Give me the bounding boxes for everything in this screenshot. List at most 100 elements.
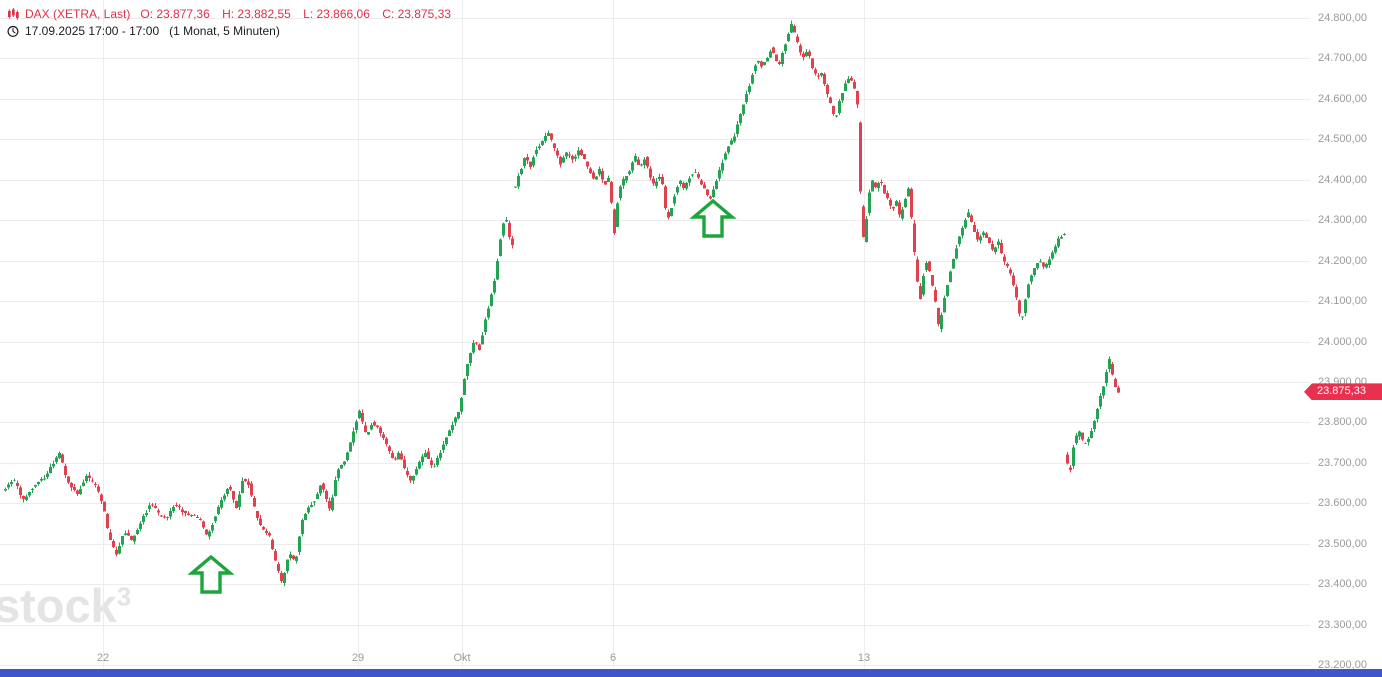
candle-body [292, 555, 295, 559]
candle-body [907, 188, 910, 197]
candle-wick [311, 502, 312, 508]
candle-body [589, 168, 592, 174]
time-scrollbar[interactable] [0, 669, 1382, 677]
candle-body [106, 514, 109, 528]
candle-body [568, 154, 571, 156]
candle-body [1003, 256, 1006, 262]
candle-body [439, 453, 442, 458]
candle-body [688, 178, 691, 183]
candle-wick [1040, 259, 1041, 262]
instrument-row: DAX (XETRA, Last) O: 23.877,36 H: 23.882… [7, 5, 460, 22]
candle-body [703, 184, 706, 189]
candle-body [643, 159, 646, 165]
candle-body [781, 53, 784, 64]
date-range: 17.09.2025 17:00 - 17:00 [25, 23, 160, 38]
y-axis-label: 24.200,00 [1318, 254, 1367, 267]
candle-body [49, 467, 52, 474]
y-axis-label: 23.300,00 [1318, 618, 1367, 631]
y-axis-label: 24.500,00 [1318, 133, 1367, 146]
candle-body [997, 241, 1000, 246]
candle-body [136, 530, 139, 534]
candle-body [799, 45, 802, 53]
ohlc-readout: O: 23.877,36 H: 23.882,55 L: 23.866,06 C… [140, 7, 460, 21]
candle-body [493, 280, 496, 293]
candle-body [1024, 299, 1027, 314]
candle-body [844, 83, 847, 91]
candle-body [730, 140, 733, 145]
candle-body [733, 136, 736, 142]
candle-body [286, 559, 289, 572]
candle-body [247, 481, 250, 485]
candle-body [451, 425, 454, 430]
candle-body [208, 531, 211, 537]
candle-body [139, 523, 142, 529]
candle-body [790, 24, 793, 33]
candle-body [328, 501, 331, 509]
candle-body [13, 479, 16, 481]
candle-body [694, 172, 697, 174]
candle-body [220, 500, 223, 508]
candle-body [232, 491, 235, 500]
candle-body [1078, 431, 1081, 437]
candle-body [235, 500, 238, 509]
up-arrow-annotation[interactable] [689, 198, 737, 238]
candle-body [100, 494, 103, 501]
candle-body [625, 175, 628, 181]
candle-body [610, 182, 613, 203]
candle-body [892, 207, 895, 209]
candle-body [259, 518, 262, 526]
candle-body [19, 487, 22, 496]
candle-body [616, 203, 619, 228]
candle-body [88, 475, 91, 479]
candle-body [76, 490, 79, 495]
candle-body [895, 201, 898, 207]
candle-body [103, 501, 106, 512]
candle-body [307, 507, 310, 513]
candle-body [346, 452, 349, 461]
candle-body [304, 514, 307, 520]
candle-body [322, 483, 325, 490]
candle-body [70, 483, 73, 488]
candle-body [922, 275, 925, 295]
candle-body [838, 101, 841, 114]
candle-body [340, 465, 343, 469]
instrument-name[interactable]: DAX (XETRA, Last) [25, 6, 131, 21]
candle-body [1012, 275, 1015, 286]
candle-body [967, 212, 970, 218]
candle-body [673, 196, 676, 204]
candle-body [685, 183, 688, 189]
candle-body [1000, 242, 1003, 253]
candle-body [634, 156, 637, 162]
price-axis[interactable]: 24.800,00 24.700,00 24.600,00 24.500,00 24.4… [1310, 0, 1382, 671]
candle-body [943, 298, 946, 313]
candle-body [691, 174, 694, 176]
candle-body [1072, 447, 1075, 466]
candle-body [811, 58, 814, 69]
candle-wick [695, 169, 696, 173]
y-axis-label: 23.600,00 [1318, 497, 1367, 510]
candle-body [412, 476, 415, 481]
candle-body [721, 162, 724, 171]
candle-body [646, 156, 649, 167]
candle-body [376, 425, 379, 428]
candle-body [556, 150, 559, 156]
candle-body [619, 186, 622, 199]
candle-body [490, 294, 493, 307]
candle-body [1054, 246, 1057, 253]
candle-body [34, 484, 37, 487]
y-axis-label: 23.200,00 [1318, 659, 1367, 671]
candle-body [394, 458, 397, 460]
candle-body [715, 180, 718, 189]
candle-body [1036, 263, 1039, 268]
candle-body [466, 364, 469, 377]
candle-body [133, 535, 136, 542]
candle-body [742, 104, 745, 115]
up-arrow-annotation[interactable] [187, 554, 235, 594]
candle-body [280, 573, 283, 582]
candle-body [808, 51, 811, 57]
candle-body [544, 136, 547, 142]
candle-body [538, 146, 541, 148]
candle-body [823, 73, 826, 85]
candle-body [679, 180, 682, 185]
